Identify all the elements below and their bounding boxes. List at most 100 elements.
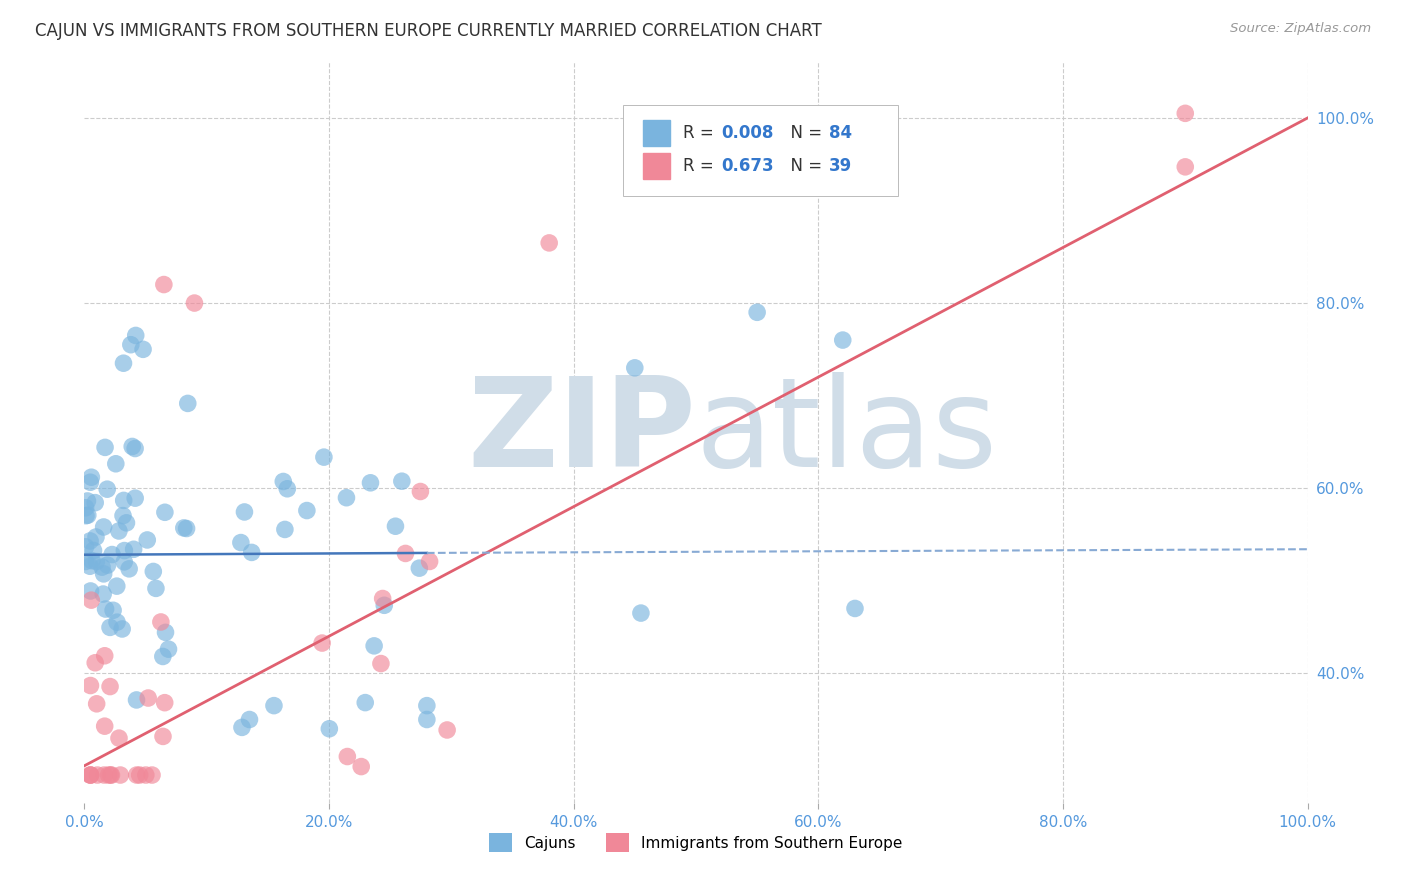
Point: [233, 505, 256, 519]
Point: [76, 508, 98, 523]
Point: [101, 548, 124, 562]
Point: [132, 343, 155, 357]
Point: [79, 475, 101, 490]
Point: [844, 601, 866, 615]
Point: [176, 522, 198, 536]
Point: [111, 622, 134, 636]
Point: [538, 235, 561, 250]
Point: [93, 719, 115, 733]
FancyBboxPatch shape: [623, 105, 898, 195]
Point: [93, 520, 115, 534]
Point: [394, 546, 416, 560]
Point: [97, 768, 120, 782]
Point: [124, 491, 146, 505]
Point: [86, 697, 108, 711]
Point: [79, 768, 101, 782]
Point: [335, 491, 357, 505]
Point: [263, 698, 285, 713]
Point: [108, 524, 131, 538]
Point: [94, 441, 117, 455]
Text: Source: ZipAtlas.com: Source: ZipAtlas.com: [1230, 22, 1371, 36]
Point: [76, 494, 98, 508]
Point: [360, 475, 382, 490]
Point: [86, 768, 108, 782]
Point: [75, 500, 97, 515]
Text: 0.673: 0.673: [721, 157, 775, 175]
Point: [105, 579, 128, 593]
Point: [135, 768, 157, 782]
Point: [183, 296, 205, 310]
Point: [1174, 106, 1197, 120]
Point: [101, 603, 124, 617]
Point: [436, 723, 458, 737]
Point: [229, 535, 252, 549]
Point: [240, 545, 263, 559]
Point: [142, 565, 165, 579]
Point: [120, 337, 142, 351]
Point: [121, 440, 143, 454]
Point: [112, 555, 135, 569]
Point: [370, 657, 392, 671]
Bar: [644, 120, 671, 145]
Point: [75, 508, 97, 523]
Point: [80, 593, 103, 607]
Point: [157, 642, 180, 657]
Text: 84: 84: [830, 124, 852, 142]
Point: [122, 542, 145, 557]
Point: [105, 615, 128, 629]
Point: [84, 496, 107, 510]
Text: ZIP: ZIP: [467, 372, 696, 493]
Point: [173, 521, 195, 535]
Point: [624, 360, 647, 375]
Point: [391, 474, 413, 488]
Point: [136, 691, 159, 706]
Point: [112, 356, 135, 370]
Point: [86, 554, 108, 568]
Point: [419, 554, 441, 568]
Point: [91, 560, 114, 574]
Point: [125, 768, 148, 782]
Point: [79, 584, 101, 599]
Point: [75, 540, 97, 554]
Point: [83, 543, 105, 558]
Point: [79, 679, 101, 693]
Text: atlas: atlas: [696, 372, 998, 493]
Point: [177, 396, 200, 410]
Point: [363, 639, 385, 653]
Text: CAJUN VS IMMIGRANTS FROM SOUTHERN EUROPE CURRENTLY MARRIED CORRELATION CHART: CAJUN VS IMMIGRANTS FROM SOUTHERN EUROPE…: [35, 22, 823, 40]
Point: [276, 482, 298, 496]
Point: [1174, 160, 1197, 174]
Point: [747, 305, 769, 319]
Point: [145, 582, 167, 596]
Point: [79, 768, 101, 782]
Point: [84, 530, 107, 544]
Point: [136, 533, 159, 547]
Point: [91, 587, 114, 601]
Point: [93, 648, 115, 663]
Text: N =: N =: [780, 157, 828, 175]
Point: [384, 519, 406, 533]
Point: [318, 722, 340, 736]
Point: [354, 696, 377, 710]
Point: [125, 693, 148, 707]
Text: 0.008: 0.008: [721, 124, 775, 142]
Point: [153, 696, 176, 710]
Point: [93, 566, 115, 581]
Point: [93, 768, 115, 782]
Point: [124, 442, 146, 456]
Point: [231, 720, 253, 734]
Point: [155, 625, 177, 640]
Point: [111, 508, 134, 523]
Point: [108, 731, 131, 746]
Point: [125, 328, 148, 343]
Point: [80, 554, 103, 568]
Point: [153, 505, 176, 519]
Point: [416, 698, 439, 713]
Point: [408, 561, 430, 575]
Point: [98, 620, 121, 634]
Point: [75, 555, 97, 569]
Point: [416, 713, 439, 727]
Point: [238, 713, 260, 727]
Point: [153, 277, 176, 292]
Legend: Cajuns, Immigrants from Southern Europe: Cajuns, Immigrants from Southern Europe: [484, 827, 908, 858]
